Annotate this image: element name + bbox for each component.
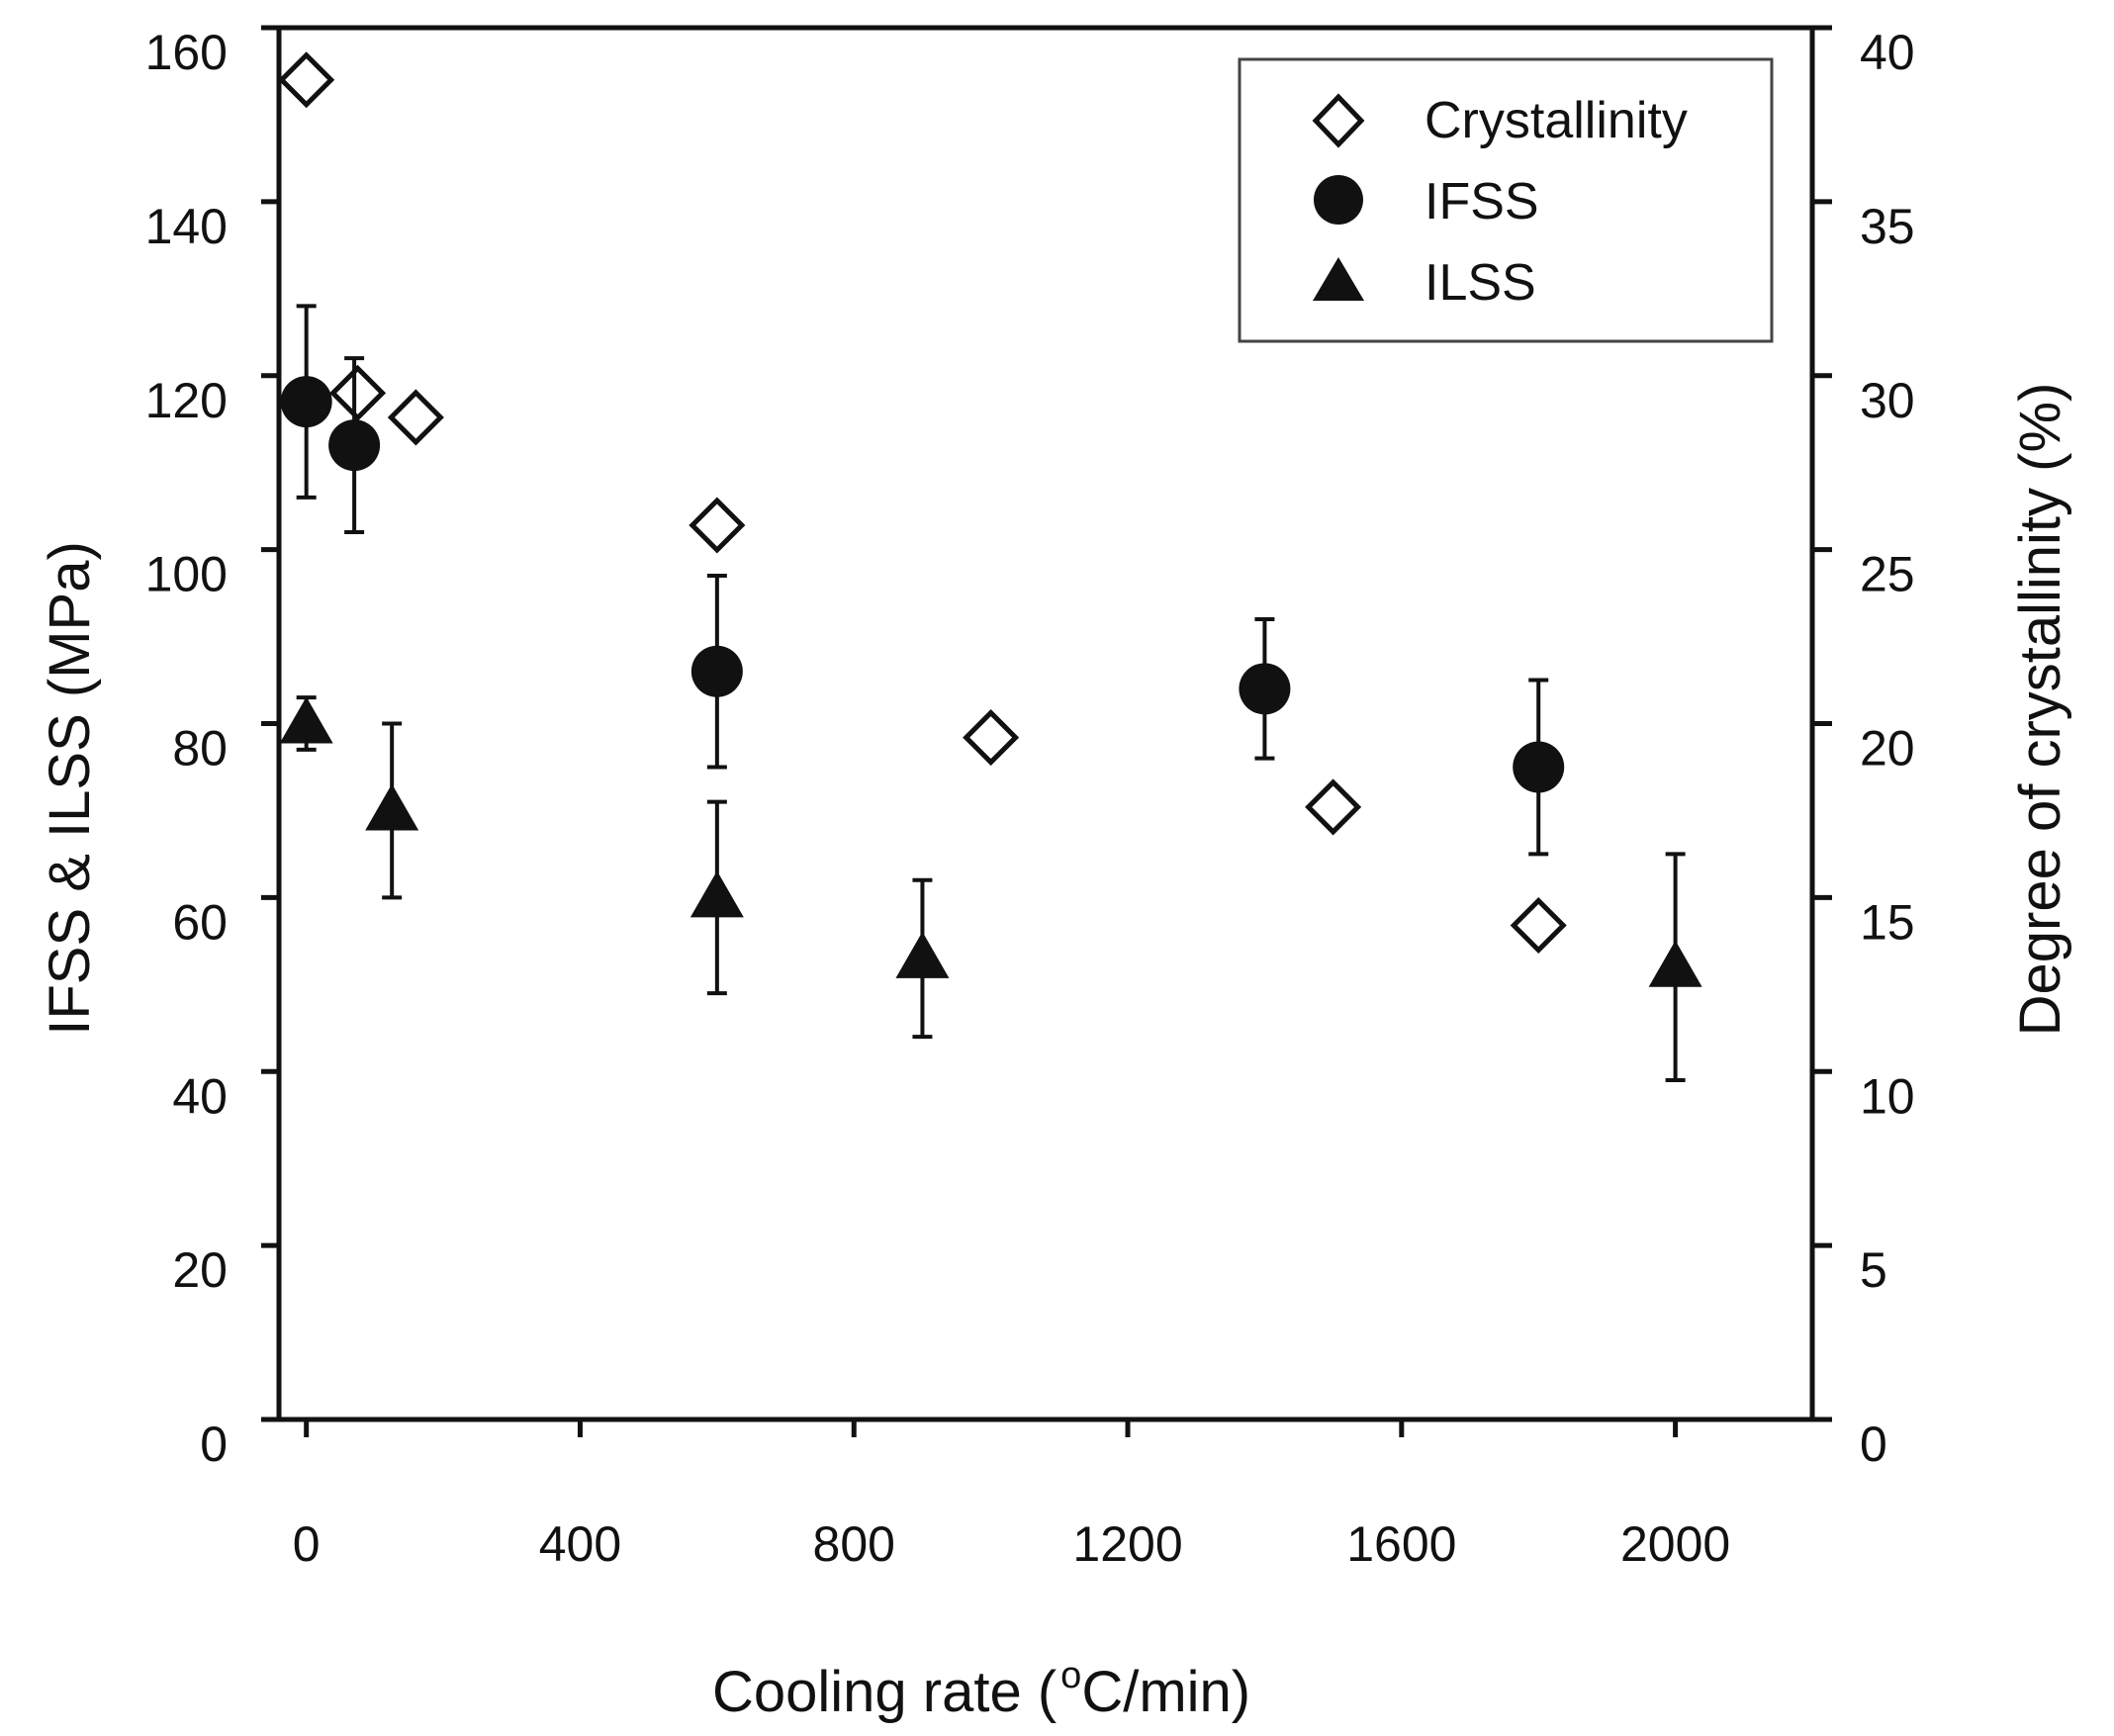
y2-tick-label: 5 (1860, 1242, 1887, 1298)
ilss-point (279, 696, 333, 744)
x-axis-title-unit: C/min) (1081, 1660, 1250, 1724)
y-tick-label: 140 (145, 199, 228, 254)
y2-tick-label: 10 (1860, 1068, 1915, 1124)
y2-tick-label: 25 (1860, 547, 1915, 602)
y-tick-label: 20 (172, 1242, 228, 1298)
x-tick-label: 400 (539, 1516, 621, 1572)
legend-circle-icon (1314, 175, 1363, 225)
y-tick-label: 40 (172, 1068, 228, 1124)
y-tick-label: 120 (145, 373, 228, 428)
x-tick-label: 1200 (1072, 1516, 1182, 1572)
x-axis-title-degree: o (1060, 1655, 1081, 1696)
x-tick-label: 1600 (1346, 1516, 1456, 1572)
x-axis-title: Cooling rate (oC/min) (712, 1655, 1250, 1724)
x-tick-label: 0 (293, 1516, 321, 1572)
y-tick-label: 160 (145, 25, 228, 80)
y-tick-label: 80 (172, 721, 228, 777)
legend-label-ilss: ILSS (1425, 254, 1536, 312)
ilss-point (895, 931, 950, 978)
y2-tick-label: 35 (1860, 199, 1915, 254)
crystallinity-point (329, 364, 387, 421)
data-marks (278, 51, 1702, 1083)
y2-tick-label: 20 (1860, 721, 1915, 777)
ifss-point (280, 376, 332, 428)
ilss-point (1648, 940, 1702, 987)
crystallinity-point (1510, 896, 1567, 955)
y-axis-title: IFSS & ILSS (MPa) (38, 541, 102, 1036)
ifss-point (328, 419, 381, 472)
y-tick-label: 0 (200, 1416, 228, 1472)
crystallinity-point (963, 709, 1020, 767)
y2-tick-label: 0 (1860, 1416, 1887, 1472)
x-tick-label: 2000 (1620, 1516, 1730, 1572)
legend: Crystallinity IFSS ILSS (1238, 57, 1774, 343)
crystallinity-point (689, 497, 746, 554)
legend-diamond-icon (1312, 93, 1365, 148)
ifss-point (1239, 663, 1291, 715)
y-tick-label: 60 (172, 894, 228, 950)
legend-label-ifss: IFSS (1425, 173, 1539, 230)
ifss-point (1513, 741, 1565, 793)
y2-axis-title: Degree of crystallinity (%) (2008, 383, 2072, 1037)
crystallinity-point (278, 51, 335, 109)
y2-tick-label: 30 (1860, 373, 1915, 428)
legend-label-crystallinity: Crystallinity (1425, 92, 1688, 149)
legend-triangle-icon (1313, 257, 1364, 301)
x-axis-title-main: Cooling rate ( (712, 1660, 1057, 1724)
y2-tick-label: 15 (1860, 894, 1915, 950)
y-tick-label: 100 (145, 547, 228, 602)
crystallinity-point (1305, 778, 1362, 836)
ifss-point (690, 645, 743, 697)
x-tick-label: 800 (813, 1516, 895, 1572)
y2-tick-label: 40 (1860, 25, 1915, 80)
ilss-point (365, 783, 419, 831)
ilss-point (689, 870, 744, 918)
crystallinity-point (387, 389, 444, 446)
